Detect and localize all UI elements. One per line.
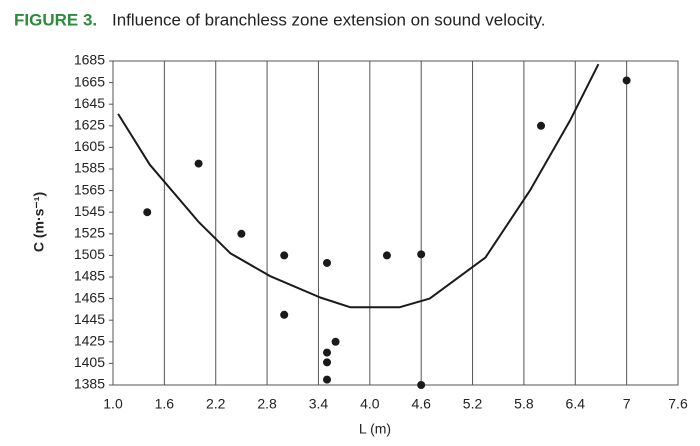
x-tick-label: 1.6 <box>155 396 175 412</box>
y-tick-label: 1405 <box>74 354 105 370</box>
y-tick-label: 1465 <box>74 289 105 305</box>
data-point <box>331 337 340 346</box>
y-axis-label: C (m·s⁻¹) <box>31 192 47 252</box>
data-point <box>194 159 203 168</box>
fit-curve <box>117 63 600 309</box>
y-tick-label: 1665 <box>74 73 105 89</box>
figure-label: FIGURE 3. <box>14 10 97 29</box>
data-point <box>323 358 332 367</box>
x-tick-label: 1.0 <box>103 396 123 412</box>
x-tick-label: 6.4 <box>566 396 586 412</box>
x-tick-label: 5.2 <box>463 396 483 412</box>
data-point <box>323 348 332 357</box>
x-tick-label: 5.8 <box>514 396 534 412</box>
data-point <box>622 76 631 85</box>
y-tick-label: 1545 <box>74 203 105 219</box>
data-point <box>323 375 332 384</box>
data-point <box>143 208 152 217</box>
x-tick-label: 4.6 <box>411 396 431 412</box>
data-point <box>417 250 426 259</box>
x-tick-label: 2.2 <box>206 396 226 412</box>
y-tick-label: 1565 <box>74 181 105 197</box>
y-tick-label: 1625 <box>74 117 105 133</box>
data-point <box>382 251 391 260</box>
y-tick-label: 1645 <box>74 95 105 111</box>
data-point <box>280 310 289 319</box>
y-tick-label: 1605 <box>74 138 105 154</box>
data-point <box>417 381 426 389</box>
plot-frame <box>112 60 679 386</box>
x-tick-label: 4.0 <box>360 396 380 412</box>
y-tick-label: 1585 <box>74 160 105 176</box>
y-tick-label: 1445 <box>74 311 105 327</box>
y-tick-label: 1485 <box>74 268 105 284</box>
data-point <box>237 229 246 238</box>
x-tick-label: 2.8 <box>257 396 277 412</box>
y-tick-label: 1385 <box>74 376 105 392</box>
data-point <box>323 258 332 267</box>
x-tick-label: 7 <box>623 396 631 412</box>
y-tick-label: 1525 <box>74 225 105 241</box>
x-tick-label: 7.6 <box>668 396 688 412</box>
data-point <box>537 121 546 130</box>
y-tick-label: 1685 <box>74 52 105 68</box>
y-tick-label: 1505 <box>74 246 105 262</box>
x-axis-label: L (m) <box>359 421 391 437</box>
x-tick-label: 3.4 <box>309 396 329 412</box>
data-point <box>280 251 289 260</box>
y-tick-label: 1425 <box>74 333 105 349</box>
chart-title: Influence of branchless zone extension o… <box>112 10 545 29</box>
